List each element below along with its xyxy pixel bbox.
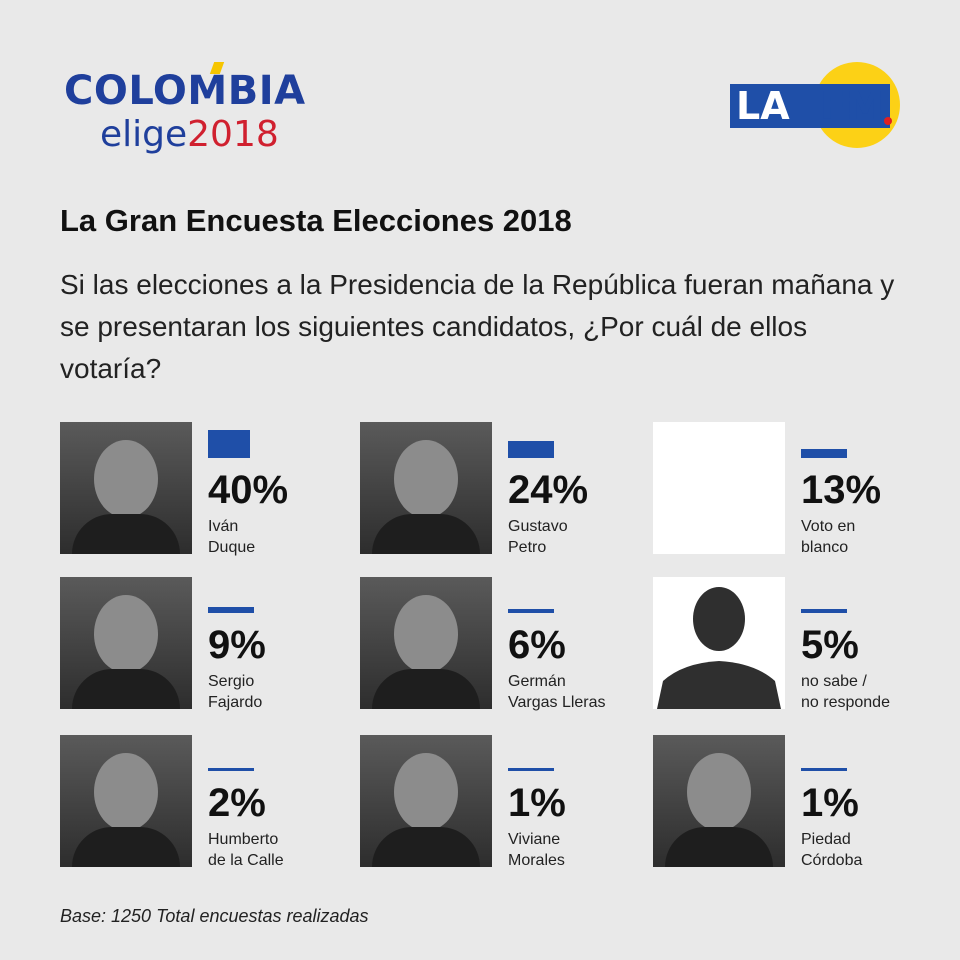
candidate-name-line: Morales [508,852,565,869]
candidate-name-line: Germán [508,673,566,690]
result-bar [508,441,554,458]
candidate-name-line: Vargas Lleras [508,694,606,711]
lafm-bar [730,84,890,128]
candidate-name: no sabe / no responde [801,671,941,713]
candidate-name: Viviane Morales [508,829,648,871]
candidate-name-line: Iván [208,518,239,535]
logo-line2: elige2018 [100,114,279,155]
result-percentage: 2% [208,781,266,825]
candidate-name: Piedad Córdoba [801,829,941,871]
result-bar [508,609,554,613]
la-fm-logo: LA FM [730,62,900,152]
result-percentage: 1% [801,781,859,825]
portrait-face [394,753,458,831]
footnote: Base: 1250 Total encuestas realizadas [60,906,369,926]
result-percentage: 13% [801,468,882,512]
survey-question: Si las elecciones a la Presidencia de la… [60,269,895,384]
portrait-face [94,753,158,831]
portrait-face [394,440,458,518]
candidate-name-line: Voto en [801,518,856,535]
logo-year: 2018 [187,114,279,155]
candidate-name-line: Duque [208,539,256,556]
candidate-name-line: Piedad [801,831,851,848]
candidate-name: Sergio Fajardo [208,671,348,713]
portrait-torso [72,827,180,867]
page-title: La Gran Encuesta Elecciones 2018 [60,203,572,238]
candidate-name-line: Córdoba [801,852,863,869]
candidate-name-line: Humberto [208,831,279,848]
portrait-torso [372,669,480,709]
blank-vote-image [653,422,785,554]
result-percentage: 40% [208,468,289,512]
candidate-name-line: no sabe / [801,673,867,690]
result-bar [801,449,847,458]
portrait-torso [372,514,480,554]
result-bar [801,609,847,613]
portrait-torso [665,827,773,867]
result-bar [208,768,254,771]
candidate-name-line: Sergio [208,673,255,690]
logo-elige: elige [100,114,188,155]
candidate-name: Voto en blanco [801,516,941,558]
lafm-fm: FM [820,84,884,128]
portrait-torso [72,669,180,709]
candidate-name-line: no responde [801,694,890,711]
result-percentage: 9% [208,623,266,667]
candidate-name: Germán Vargas Lleras [508,671,648,713]
candidate-photo [360,577,492,709]
result-percentage: 5% [801,623,859,667]
candidate-photo [360,735,492,867]
result-bar [208,607,254,613]
logo-line1: COLOMBIA [64,68,306,114]
candidate-photo [60,735,192,867]
portrait-face [687,753,751,831]
lafm-la: LA [736,84,790,128]
candidate-name-line: blanco [801,539,849,556]
candidate-photo [653,577,785,709]
candidate-name-line: Petro [508,539,547,556]
candidate-name-line: Gustavo [508,518,568,535]
portrait-torso [72,514,180,554]
candidate-photo [653,735,785,867]
portrait-face [94,595,158,673]
result-bar [801,768,847,771]
candidate-name: Gustavo Petro [508,516,648,558]
colombia-elige-logo: COLOMBIA elige2018 [64,62,324,162]
candidate-name: Iván Duque [208,516,348,558]
result-bar [208,430,250,458]
candidate-name-line: de la Calle [208,852,284,869]
candidate-photo [60,422,192,554]
portrait-face [394,595,458,673]
portrait-torso [372,827,480,867]
portrait-face [94,440,158,518]
result-bar [508,768,554,771]
candidate-name-line: Fajardo [208,694,263,711]
person-silhouette-icon [653,577,785,709]
candidate-name-line: Viviane [508,831,561,848]
candidate-photo [60,577,192,709]
candidate-name: Humberto de la Calle [208,829,348,871]
result-percentage: 6% [508,623,566,667]
result-percentage: 1% [508,781,566,825]
result-percentage: 24% [508,468,589,512]
candidate-photo [360,422,492,554]
lafm-dot [884,117,892,125]
